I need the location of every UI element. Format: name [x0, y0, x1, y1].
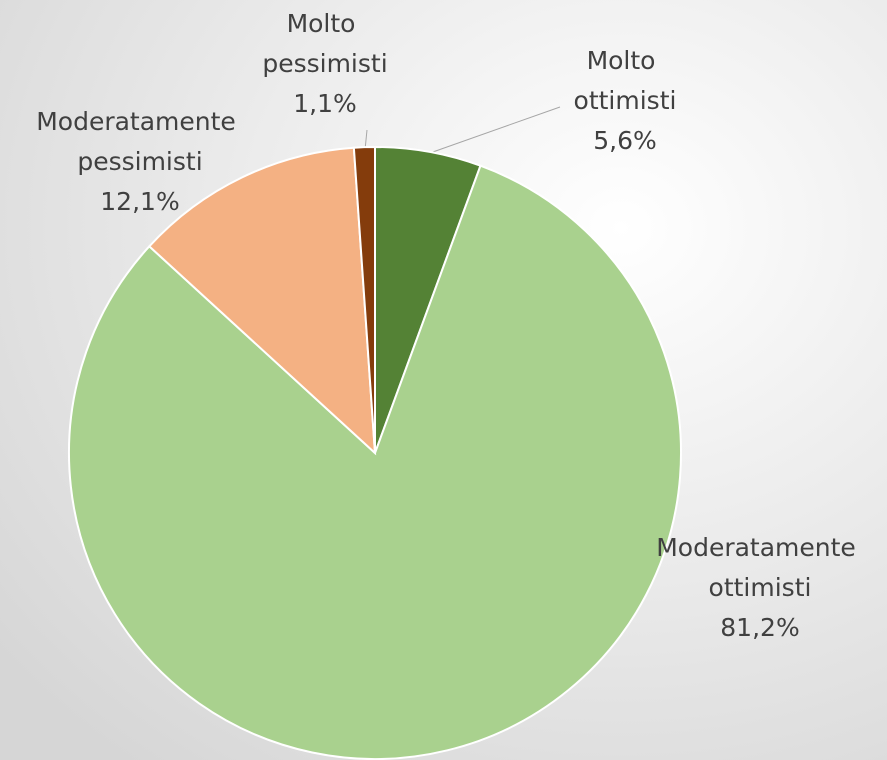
value-label: 12,1% — [100, 187, 179, 216]
value-label: 1,1% — [293, 89, 357, 118]
category-label: Molto pessimisti — [262, 9, 387, 78]
category-label: Moderatamente pessimisti — [36, 107, 244, 176]
pie-slice — [147, 146, 377, 456]
value-label: 81,2% — [720, 613, 799, 642]
value-label: 5,6% — [593, 126, 657, 155]
category-label: Molto ottimisti — [574, 46, 677, 115]
pie-slice — [352, 145, 376, 454]
category-label: Moderatamente ottimisti — [656, 533, 864, 602]
leader-line — [429, 106, 561, 154]
